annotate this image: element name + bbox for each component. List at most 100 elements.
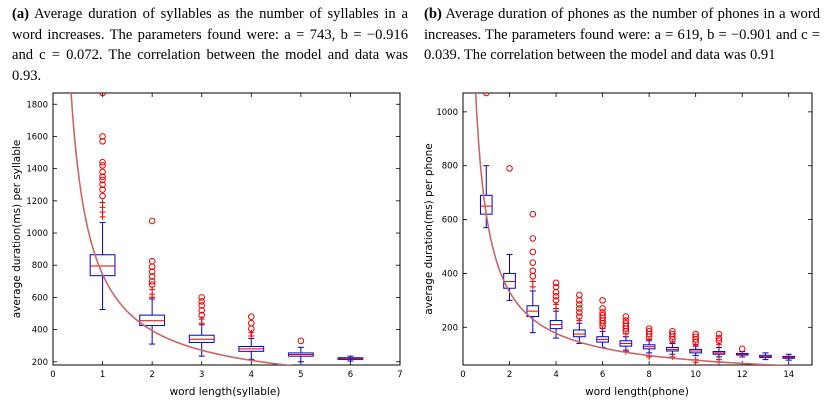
y-tick-label: 600 xyxy=(32,293,48,303)
outlier-point xyxy=(198,311,206,319)
y-tick-label: 1800 xyxy=(26,100,48,110)
outlier-point xyxy=(669,330,676,338)
outlier-point xyxy=(576,309,583,316)
y-tick-label: 600 xyxy=(442,216,458,226)
y-tick-label: 1000 xyxy=(436,108,458,118)
outlier-plus xyxy=(198,316,205,323)
y-tick-label: 1000 xyxy=(26,229,48,239)
outlier-point xyxy=(99,176,106,184)
outlier-point xyxy=(599,305,606,312)
outlier-point xyxy=(198,298,206,305)
outlier-point xyxy=(529,259,537,266)
outlier-plus xyxy=(99,199,106,206)
x-tick-label: 0 xyxy=(460,370,465,380)
outlier-point xyxy=(148,257,156,265)
outlier-point xyxy=(599,297,606,304)
outlier-point xyxy=(99,192,106,200)
outlier-point xyxy=(482,93,490,97)
outlier-point xyxy=(552,283,560,291)
outlier-plus xyxy=(529,278,536,285)
caption-a: (a) Average duration of syllables as the… xyxy=(12,4,408,86)
outlier-point xyxy=(198,302,206,309)
caption-a-text: Average duration of syllables as the num… xyxy=(12,6,409,84)
x-tick-label: 8 xyxy=(646,370,651,380)
outlier-point xyxy=(529,210,537,218)
x-axis-title: word length(phone) xyxy=(585,386,689,398)
x-tick-label: 2 xyxy=(149,370,154,380)
y-tick-label: 400 xyxy=(32,326,48,336)
outlier-point xyxy=(715,337,723,345)
outlier-plus xyxy=(553,301,560,308)
outlier-point xyxy=(99,93,106,97)
outlier-point xyxy=(99,162,106,169)
outlier-point xyxy=(148,273,156,280)
outlier-point xyxy=(599,309,606,316)
outlier-point xyxy=(576,313,583,320)
x-tick-label: 6 xyxy=(600,370,605,380)
outlier-point xyxy=(529,248,537,256)
y-tick-label: 1400 xyxy=(26,165,48,175)
outlier-point xyxy=(692,333,699,341)
x-tick-label: 3 xyxy=(199,370,204,380)
outlier-point xyxy=(148,217,156,225)
x-tick-label: 6 xyxy=(348,370,353,380)
box-2 xyxy=(503,272,516,289)
x-tick-label: 4 xyxy=(553,370,558,380)
outlier-point xyxy=(99,168,106,176)
x-tick-label: 7 xyxy=(397,370,402,380)
caption-b-label: (b) xyxy=(424,6,442,22)
outlier-point xyxy=(645,328,653,335)
outlier-point xyxy=(148,268,156,275)
y-tick-label: 200 xyxy=(442,323,458,333)
outlier-point xyxy=(622,319,630,327)
x-axis-title: word length(syllable) xyxy=(170,386,281,398)
outlier-point xyxy=(576,297,583,304)
outlier-point xyxy=(198,294,206,301)
outlier-point xyxy=(692,330,699,338)
outlier-point xyxy=(552,293,560,300)
y-tick-label: 1600 xyxy=(26,132,48,142)
outlier-plus xyxy=(576,317,583,324)
chart-panel-1: 0 2 4 6 8 10 12 14 200 400 600 800 1000 word length(p… xyxy=(423,92,813,398)
y-tick-label: 200 xyxy=(32,358,48,368)
plot-area xyxy=(70,93,364,365)
outlier-point xyxy=(552,279,560,287)
x-tick-label: 10 xyxy=(690,370,701,380)
outlier-point xyxy=(552,297,560,304)
caption-b: (b) Average duration of phones as the nu… xyxy=(424,4,820,66)
outlier-point xyxy=(576,301,583,308)
chart-panel-0: 0 1 2 3 4 5 6 7 200 400 600 800 1000 1200 1400 1600 1800… xyxy=(11,92,403,398)
model-curve xyxy=(474,93,792,365)
outlier-point xyxy=(198,306,206,314)
outlier-point xyxy=(529,267,537,275)
outlier-point xyxy=(552,288,560,296)
y-tick-label: 800 xyxy=(442,162,458,172)
outlier-point xyxy=(99,137,106,145)
outlier-point xyxy=(715,334,723,342)
y-axis-title: average duration(ms) per syllable xyxy=(11,140,23,319)
outlier-point xyxy=(99,181,106,189)
outlier-point xyxy=(599,311,606,319)
x-tick-label: 0 xyxy=(50,370,55,380)
x-tick-label: 5 xyxy=(298,370,303,380)
outlier-point xyxy=(247,313,255,321)
y-tick-label: 400 xyxy=(442,269,458,279)
x-tick-label: 4 xyxy=(249,370,254,380)
outlier-point xyxy=(576,291,583,299)
y-tick-label: 800 xyxy=(32,261,48,271)
x-tick-label: 12 xyxy=(737,370,748,380)
caption-a-label: (a) xyxy=(12,6,30,22)
outlier-point xyxy=(645,325,653,332)
plot-frame xyxy=(52,92,401,366)
outlier-point xyxy=(622,317,630,324)
y-tick-label: 1200 xyxy=(26,197,48,207)
outlier-point xyxy=(148,278,156,285)
outlier-point xyxy=(99,173,106,180)
caption-b-text: Average duration of phones as the number… xyxy=(424,6,820,63)
outlier-point xyxy=(715,330,723,338)
outlier-point xyxy=(669,328,676,335)
outlier-point xyxy=(148,281,156,288)
outlier-point xyxy=(738,345,746,353)
x-tick-label: 2 xyxy=(507,370,512,380)
